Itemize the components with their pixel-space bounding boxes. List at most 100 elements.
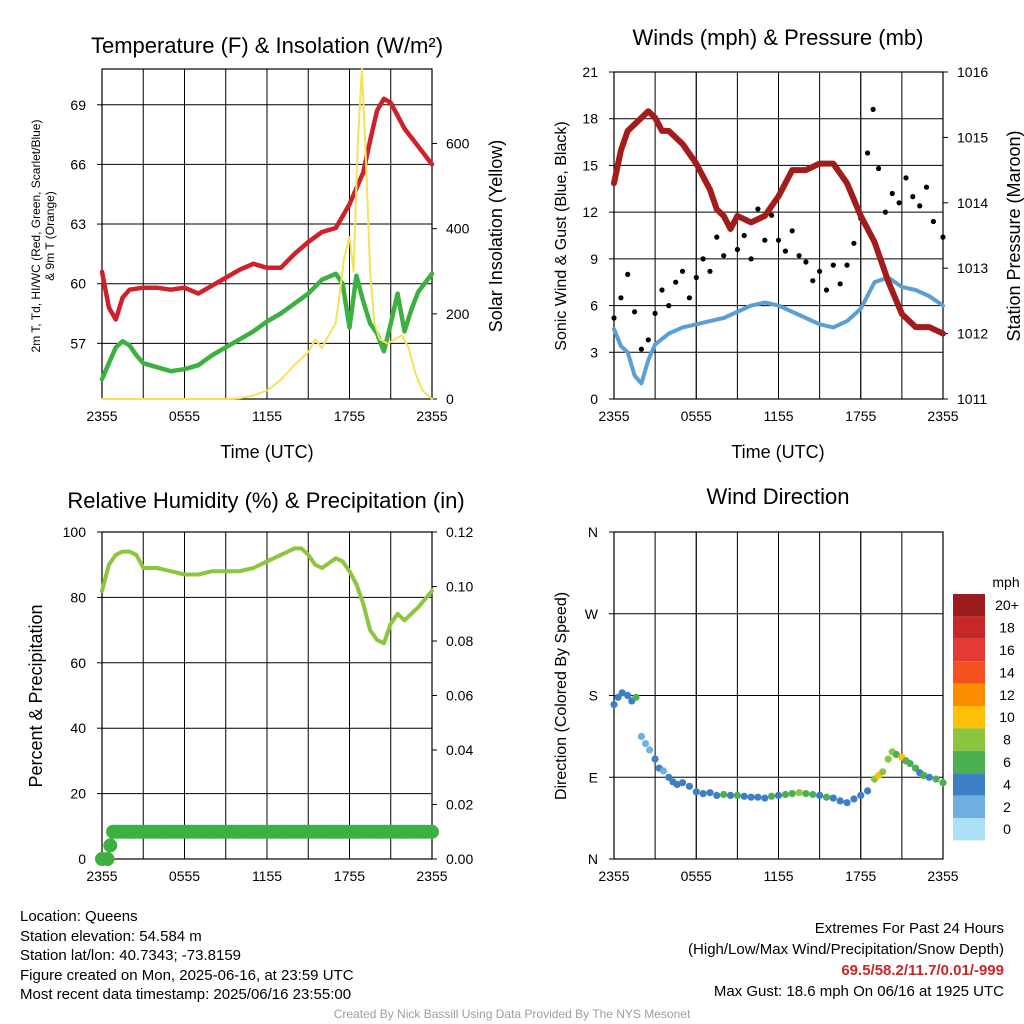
humidity-panel: Relative Humidity (%) & Precipitation (i… [26,488,465,788]
gust-point [796,253,802,259]
y-tick-label-left: N [588,851,598,867]
y-tick-label-right: 0.02 [446,797,473,813]
y-tick-label-left: 60 [70,276,86,292]
legend-swatch [953,616,985,639]
gust-point [782,248,789,254]
gust-point [693,274,699,281]
legend-swatch [953,818,985,841]
y-tick-label-left: 0 [78,851,86,867]
y-tick-label-right: 400 [446,221,470,237]
x-tick-label: 1755 [334,408,365,424]
wind-line [612,275,945,386]
legend-swatch [953,683,985,706]
direction-point [850,795,858,803]
created-text: Figure created on Mon, 2025-06-16, at 23… [20,966,354,984]
x-tick-label: 2355 [416,408,447,424]
gust-point [741,232,747,239]
direction-point [685,782,694,790]
temperature-ylabel-2: & 9m T (Orange) [43,191,57,281]
gust-point [823,287,830,293]
legend-label: 16 [999,642,1015,658]
direction-point [659,767,668,775]
y-tick-label-left: 9 [590,251,598,267]
y-tick-label-right: 200 [446,306,470,322]
direction-point [884,755,892,763]
legend-swatch [953,773,985,796]
direction-point [733,791,742,800]
solar-ylabel: Solar Insolation (Yellow) [486,140,506,332]
y-tick-label-right: 0.04 [446,742,473,758]
gust-point [882,209,889,215]
direction-point [864,787,872,795]
x-tick-label: 2355 [598,408,629,424]
x-tick-label: 1755 [845,868,876,884]
gust-point [679,268,686,274]
direction-point [795,789,803,797]
gust-point [734,246,741,253]
direction-point [816,791,824,800]
direction-point [857,791,865,800]
axes-temp: 2355 0555 1155 1755 2355 57 60 63 66 69 0 200 400 600 [70,68,470,424]
humidity-ylabel: Percent & Precipitation [26,604,46,787]
y-tick-label-right: 1016 [957,64,988,80]
direction-point [740,792,748,800]
y-tick-label-left: 6 [590,298,598,314]
gust-point [817,268,823,274]
gust-point [896,200,902,206]
legend-swatch [953,795,985,818]
x-tick-label: 1155 [252,868,282,884]
gust-point [686,295,693,301]
gust-point [632,309,638,315]
extremes-info: Extremes For Past 24 Hours (High/Low/Max… [688,918,1004,1002]
y-tick-label-left: E [589,769,598,785]
solar-line [101,68,433,400]
gust-point [714,234,720,240]
direction-point [678,779,687,787]
y-tick-label-left: N [588,524,598,540]
gust-point [707,268,713,274]
direction-point [836,797,844,805]
temperature-title: Temperature (F) & Insolation (W/m²) [91,33,443,58]
humidity-title: Relative Humidity (%) & Precipitation (i… [67,488,464,513]
x-tick-label: 0555 [681,408,712,424]
x-tick-label: 0555 [681,868,712,884]
gust-point [789,228,795,234]
direction-ylabel: Direction (Colored By Speed) [553,592,570,800]
y-tick-label-right: 1012 [957,326,988,342]
extremes-title: Extremes For Past 24 Hours [814,920,1004,937]
y-tick-label-right: 600 [446,136,470,152]
winds-panel: Winds (mph) & Pressure (mb) Sonic Wind &… [553,25,1024,462]
direction-point [646,746,654,754]
direction-point [747,793,755,801]
gust-point [930,218,937,225]
y-tick-label-left: W [585,606,599,622]
extremes-values: 69.5/58.2/11.7/0.01/-999 [841,962,1004,979]
direction-point [879,768,887,776]
legend-label: 12 [999,687,1015,703]
direction-point [892,750,901,759]
pressure-ylabel: Station Pressure (Maroon) [1004,130,1024,341]
legend-swatch [953,706,985,729]
gust-point [923,184,930,190]
direction-point [822,793,831,801]
legend-swatch [953,728,985,751]
speed-legend: 20+ 18 16 14 12 10 8 6 4 2 0 [953,594,1019,841]
legend-label: 10 [999,709,1015,725]
direction-point [920,771,928,780]
legend-label: 0 [1003,821,1011,837]
direction-point [641,740,650,748]
legend-label: 20+ [995,597,1019,613]
legend-label: 4 [1003,776,1011,792]
direction-point [788,790,796,798]
x-tick-label: 1755 [334,868,365,884]
direction-point [939,779,947,787]
y-tick-label-left: 15 [582,157,598,173]
y-tick-label-right: 1014 [957,195,988,211]
y-tick-label-right: 0.00 [446,851,473,867]
wind-ylabel: Sonic Wind & Gust (Blue, Black) [553,121,570,350]
y-tick-label-right: 0 [446,391,454,407]
axes-rh: 2355 0555 1155 1755 23550204060801000.000.02… [63,524,474,884]
gust-point [851,240,857,246]
